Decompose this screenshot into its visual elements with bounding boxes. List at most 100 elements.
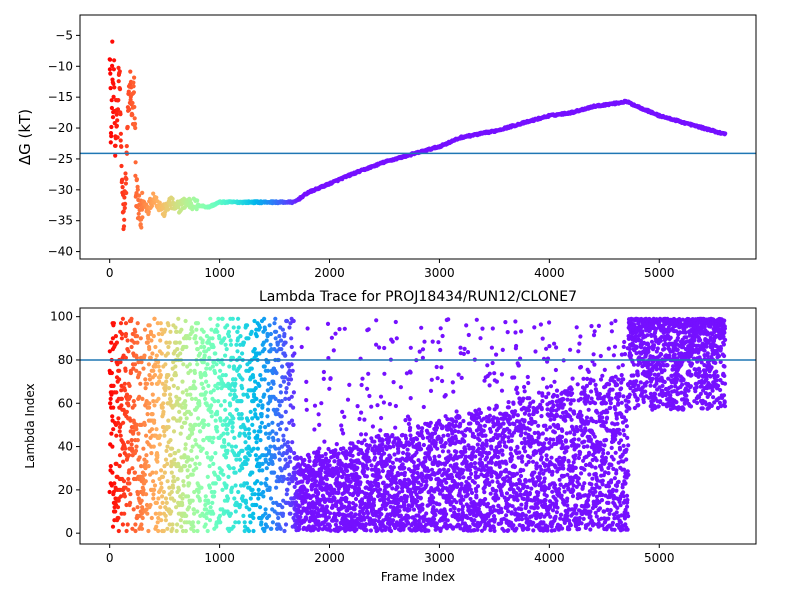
bottom-data-point	[471, 445, 476, 450]
bottom-data-point	[394, 480, 399, 485]
bottom-data-point	[195, 362, 200, 367]
bottom-data-point	[192, 370, 197, 376]
bottom-data-point	[266, 422, 271, 427]
bottom-data-point	[264, 338, 269, 343]
bottom-data-point	[231, 416, 236, 421]
bottom-data-point	[151, 496, 156, 501]
bottom-data-point	[334, 518, 339, 523]
bottom-data-point	[328, 376, 333, 381]
bottom-data-point	[210, 364, 215, 369]
bottom-data-point	[321, 376, 326, 381]
bottom-data-point	[251, 528, 256, 534]
bottom-data-point	[284, 427, 289, 432]
bottom-data-point	[209, 455, 215, 460]
bottom-data-point	[186, 494, 191, 499]
bottom-data-point	[464, 323, 469, 328]
bottom-data-point	[159, 351, 164, 356]
bottom-data-point	[149, 451, 154, 456]
bottom-data-point	[211, 388, 216, 393]
bottom-data-point	[326, 515, 331, 520]
bottom-data-point	[228, 342, 234, 347]
bottom-data-point	[284, 492, 289, 497]
bottom-data-point	[480, 453, 485, 458]
bottom-data-point	[265, 407, 271, 412]
bottom-data-point	[490, 360, 495, 366]
bottom-data-point	[230, 429, 235, 434]
top-data-point	[123, 201, 128, 206]
bottom-data-point	[372, 497, 377, 502]
bottom-data-point	[291, 405, 296, 410]
bottom-data-point	[422, 339, 427, 344]
bottom-data-point	[250, 422, 255, 427]
bottom-data-point	[180, 390, 185, 395]
bottom-data-point	[137, 455, 142, 460]
bottom-data-point	[366, 327, 371, 332]
bottom-data-point	[211, 494, 217, 499]
bottom-data-point	[228, 511, 233, 516]
bottom-data-point	[429, 377, 434, 382]
bottom-data-point	[194, 466, 199, 471]
bottom-data-point	[251, 515, 256, 521]
bottom-data-point	[178, 416, 183, 421]
bottom-data-point	[156, 496, 161, 501]
top-data-point	[131, 84, 136, 89]
bottom-data-point	[156, 528, 161, 534]
bottom-data-point	[255, 479, 260, 484]
bottom-data-point	[248, 520, 253, 525]
bottom-data-point	[142, 327, 148, 332]
bottom-data-point	[259, 481, 264, 486]
bottom-data-point	[247, 435, 252, 440]
bottom-data-point	[374, 318, 379, 323]
bottom-data-point	[291, 422, 296, 427]
bottom-data-point	[272, 321, 277, 326]
bottom-data-point	[180, 379, 185, 384]
bottom-data-point	[369, 463, 374, 468]
bottom-data-point	[259, 520, 264, 525]
bottom-data-point	[173, 364, 178, 369]
bottom-data-point	[281, 438, 286, 443]
bottom-data-point	[171, 474, 176, 479]
top-data-point	[139, 225, 144, 230]
bottom-data-point	[234, 457, 239, 462]
bottom-data-point	[215, 409, 220, 414]
bottom-data-point	[405, 447, 410, 452]
bottom-data-point	[329, 335, 334, 340]
bottom-data-point	[117, 429, 122, 434]
bottom-data-point	[415, 499, 420, 504]
bottom-data-point	[285, 487, 290, 492]
bottom-data-point	[109, 340, 114, 345]
bottom-data-point	[378, 394, 384, 399]
bottom-data-point	[111, 405, 116, 410]
bottom-data-point	[450, 475, 455, 480]
bottom-data-point	[266, 435, 271, 440]
y-tick-label: −20	[48, 121, 73, 135]
bottom-data-point	[339, 427, 344, 432]
bottom-data-point	[139, 498, 144, 503]
bottom-data-point	[163, 513, 168, 519]
bottom-data-point	[165, 479, 170, 484]
bottom-data-point	[247, 431, 252, 436]
bottom-data-point	[478, 410, 483, 415]
bottom-data-point	[229, 444, 234, 449]
top-data-point	[118, 131, 123, 136]
bottom-data-point	[389, 528, 394, 534]
bottom-data-point	[280, 505, 285, 510]
bottom-data-point	[289, 344, 294, 350]
bottom-data-point	[490, 479, 495, 484]
bottom-data-point	[203, 522, 208, 527]
bottom-data-point	[121, 479, 127, 484]
bottom-data-point	[280, 364, 285, 369]
top-data-point	[151, 191, 156, 196]
bottom-data-point	[287, 455, 292, 460]
bottom-data-point	[186, 505, 192, 510]
bottom-data-point	[272, 455, 277, 460]
bottom-data-point	[145, 511, 150, 516]
top-data-point	[109, 105, 114, 111]
top-data-point	[108, 86, 113, 91]
bottom-data-point	[467, 524, 472, 529]
bottom-data-point	[177, 396, 182, 401]
bottom-data-point	[122, 388, 128, 393]
bottom-data-point	[440, 449, 445, 454]
bottom-data-point	[289, 362, 294, 367]
bottom-data-point	[209, 409, 214, 414]
